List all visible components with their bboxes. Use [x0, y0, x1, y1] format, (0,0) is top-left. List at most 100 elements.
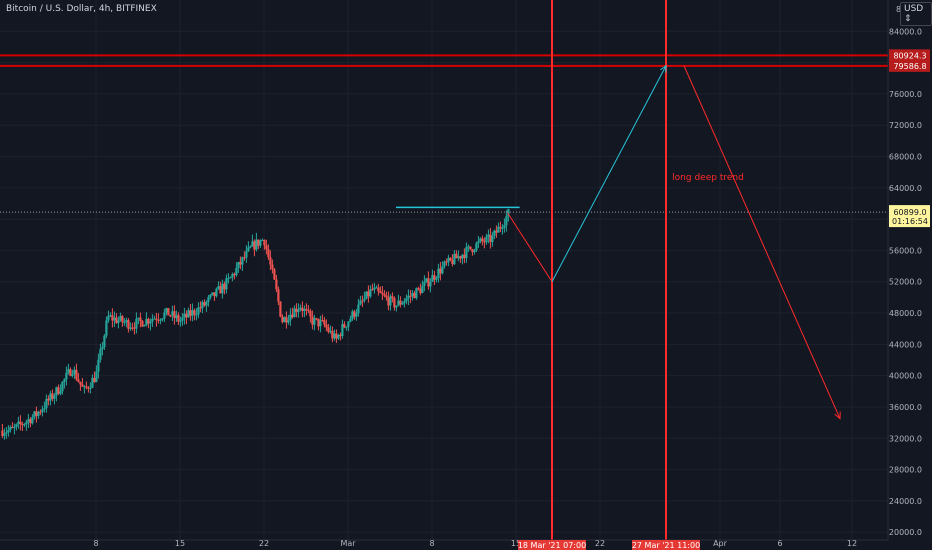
candle-body	[409, 295, 412, 297]
candle-body	[367, 291, 370, 297]
candle-body	[23, 424, 26, 426]
y-tick-label: 20000.0	[889, 528, 922, 537]
candle-body	[345, 326, 348, 328]
candle-body	[211, 292, 214, 295]
candle-body	[197, 307, 200, 315]
candle-body	[321, 320, 324, 322]
countdown-tag-label: 01:16:54	[892, 217, 928, 226]
candle-body	[119, 316, 122, 321]
candle-body	[97, 359, 100, 372]
projected-rise-arrow-head	[660, 64, 667, 73]
price-axis-panel[interactable]	[888, 0, 932, 550]
candle-body	[263, 239, 266, 246]
candle-body	[37, 411, 40, 417]
candle-body	[395, 305, 398, 308]
candle-body	[19, 421, 22, 425]
candle-body	[43, 408, 46, 410]
long-trend-arrow-head	[834, 411, 841, 420]
candle-body	[65, 372, 68, 380]
y-tick-label: 48000.0	[889, 309, 922, 318]
candle-body	[341, 324, 344, 337]
projected-drop-line[interactable]	[507, 212, 553, 283]
x-tick-label: Mar	[340, 539, 356, 548]
candle-body	[365, 291, 368, 299]
candle-body	[117, 320, 120, 323]
time-marker-tag	[518, 540, 586, 550]
candle-body	[423, 281, 426, 286]
drawing-annotations[interactable]: long deep trend	[0, 0, 888, 540]
axis-price-tags: 80924.3 79586.8 60899.001:16:54 18 Mar '21 …	[518, 49, 930, 550]
candle-body	[31, 417, 34, 424]
candle-body	[227, 278, 230, 280]
candle-body	[79, 381, 82, 385]
candle-body	[463, 254, 466, 259]
candle-body	[91, 378, 94, 388]
projected-rise-arrow[interactable]	[551, 65, 667, 282]
candle-body	[447, 257, 450, 263]
candle-body	[393, 298, 396, 308]
candle-body	[205, 301, 208, 306]
candle-body	[337, 334, 340, 339]
x-tick-label: 22	[259, 539, 269, 548]
candle-body	[455, 253, 458, 259]
candle-body	[387, 297, 390, 306]
candle-body	[369, 289, 372, 297]
candle-body	[389, 296, 392, 306]
candle-body	[319, 320, 322, 327]
candle-body	[377, 287, 380, 292]
currency-button[interactable]: USD ⇕	[900, 2, 932, 26]
candle-body	[477, 241, 480, 244]
candle-body	[469, 246, 472, 250]
y-tick-label: 76000.0	[889, 90, 922, 99]
candle-body	[401, 303, 404, 305]
candle-body	[267, 249, 270, 258]
candle-body	[93, 378, 96, 383]
candle-body	[127, 320, 130, 329]
candle-body	[73, 369, 76, 375]
candle-body	[133, 327, 136, 329]
y-tick-label: 56000.0	[889, 246, 922, 255]
current-price-tag-label: 60899.0	[893, 208, 926, 217]
candle-body	[453, 253, 456, 265]
candle-body	[181, 317, 184, 321]
level-price-tag	[889, 49, 930, 62]
candle-body	[291, 314, 294, 318]
x-tick-label: 8	[93, 539, 98, 548]
candle-body	[371, 289, 374, 291]
candle-body	[85, 386, 88, 388]
candle-body	[63, 379, 66, 383]
candle-body	[361, 300, 364, 302]
long-trend-arrow[interactable]	[683, 65, 841, 419]
candle-body	[351, 311, 354, 319]
candle-body	[131, 327, 134, 329]
trend-annotation-text[interactable]: long deep trend	[672, 173, 744, 183]
symbol-title[interactable]: Bitcoin / U.S. Dollar, 4h, BITFINEX	[6, 4, 157, 14]
candle-body	[417, 288, 420, 290]
candle-body	[183, 313, 186, 318]
candle-body	[243, 257, 246, 259]
candle-body	[7, 429, 10, 433]
y-tick-label: 40000.0	[889, 372, 922, 381]
candle-body	[405, 298, 408, 302]
candle-body	[129, 327, 132, 329]
candle-body	[25, 421, 28, 425]
candle-body	[497, 226, 500, 233]
chart-grid	[0, 0, 888, 540]
candle-body	[29, 419, 32, 424]
candle-body	[375, 287, 378, 289]
y-tick-label-partial: 8	[896, 5, 901, 14]
x-tick-label: 8	[429, 539, 434, 548]
candle-body	[327, 327, 330, 332]
level-price-tag	[889, 59, 930, 72]
candle-body	[485, 236, 488, 243]
candle-body	[257, 239, 260, 246]
candle-body	[161, 318, 164, 320]
candle-body	[167, 308, 170, 316]
candle-body	[279, 301, 282, 317]
candle-body	[489, 234, 492, 243]
candle-body	[171, 311, 174, 316]
candle-body	[103, 335, 106, 348]
candle-body	[373, 287, 376, 290]
